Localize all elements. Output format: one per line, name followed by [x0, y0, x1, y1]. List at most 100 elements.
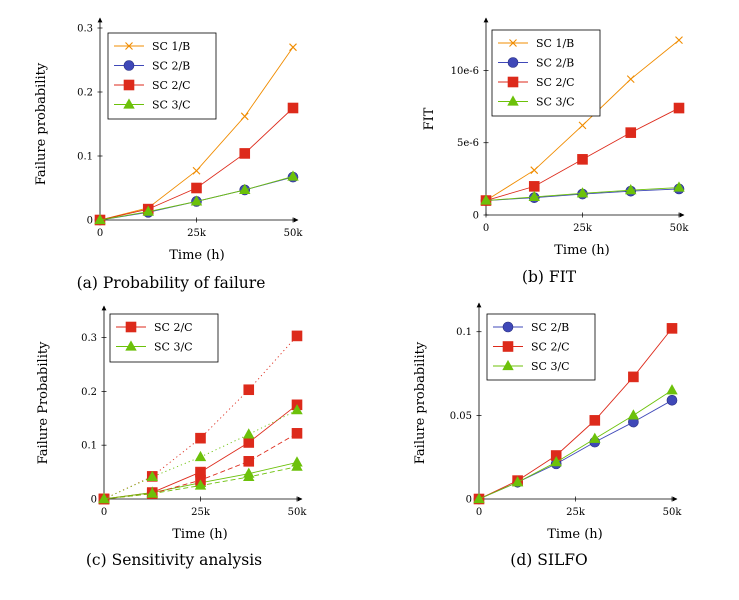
legend-label: SC 2/B — [531, 321, 569, 334]
legend-item: SC 2/C — [493, 341, 570, 354]
y-tick-label: 0 — [466, 495, 472, 506]
data-point — [576, 187, 589, 198]
data-point — [239, 183, 251, 195]
x-tick-label: 50k — [288, 507, 308, 518]
series-sc-3-c — [480, 181, 685, 205]
legend-label: SC 2/C — [152, 79, 191, 92]
y-tick-label: 0 — [91, 495, 97, 506]
series-sc-3-c — [473, 384, 678, 504]
legend-item: SC 2/C — [114, 79, 191, 92]
x-tick-label: 0 — [97, 228, 103, 239]
data-point — [673, 102, 685, 114]
legend-label: SC 1/B — [152, 40, 190, 53]
data-point — [289, 43, 297, 52]
legend-item: SC 3/C — [116, 340, 193, 354]
data-point — [146, 487, 158, 498]
series-variant-5 — [98, 460, 303, 504]
data-point — [625, 127, 637, 138]
data-point — [528, 181, 540, 192]
x-tick-label: 50k — [663, 507, 683, 518]
legend: SC 2/C SC 3/C — [109, 313, 219, 363]
x-tick-label: 0 — [101, 507, 107, 518]
legend-item: SC 1/B — [498, 37, 574, 50]
legend-label: SC 2/C — [154, 321, 193, 334]
legend-marker — [507, 57, 519, 68]
legend-marker — [507, 76, 519, 88]
data-point — [243, 437, 255, 448]
legend-item: SC 2/B — [114, 60, 190, 73]
data-point — [195, 432, 206, 444]
data-point — [243, 470, 255, 482]
data-point — [628, 371, 639, 383]
data-point — [578, 121, 587, 130]
data-point — [191, 182, 202, 194]
data-point — [142, 205, 154, 216]
legend-label: SC 3/C — [531, 360, 570, 373]
x-tick-label: 25k — [573, 223, 593, 234]
legend: SC 1/B SC 2/B SC 2/C SC 3/C — [107, 32, 217, 120]
data-point — [243, 428, 255, 439]
data-point — [243, 456, 255, 467]
data-point — [625, 184, 637, 195]
y-tick-label: 0.3 — [81, 333, 97, 344]
data-point — [243, 384, 255, 396]
y-tick-label: 0.1 — [77, 152, 93, 163]
data-point — [480, 194, 492, 205]
chart-panel-a: 0 0.1 0.2 0.3 0 25k 50k Failure probability Time… — [34, 17, 303, 292]
data-point — [98, 492, 110, 504]
data-point — [577, 154, 588, 165]
data-point — [530, 166, 539, 175]
legend-label: SC 2/B — [152, 60, 190, 73]
x-tick-label: 25k — [191, 507, 211, 518]
legend-label: SC 2/C — [536, 76, 575, 89]
legend-marker — [507, 95, 519, 106]
legend-marker — [502, 359, 514, 371]
data-point — [291, 460, 303, 471]
y-tick-label: 0.3 — [77, 24, 93, 35]
data-point — [550, 456, 562, 467]
data-point — [194, 450, 207, 462]
x-tick-label: 25k — [566, 507, 586, 518]
legend-item: SC 2/C — [116, 321, 193, 334]
legend: SC 2/B SC 2/C SC 3/C — [486, 313, 596, 381]
y-tick-label: 0.05 — [450, 411, 472, 422]
legend-item: SC 1/B — [114, 40, 190, 53]
legend-marker — [123, 79, 135, 91]
series-variant-4 — [98, 404, 303, 504]
y-tick-label: 5e-6 — [457, 138, 479, 149]
legend-item: SC 3/C — [498, 95, 575, 109]
chart-caption: (a) Probability of failure — [77, 274, 266, 292]
data-point — [589, 432, 601, 443]
x-axis-label: Time (h) — [554, 243, 610, 258]
data-point — [528, 190, 540, 202]
chart-caption: (b) FIT — [522, 268, 577, 286]
data-point — [666, 323, 678, 334]
x-tick-label: 0 — [476, 507, 482, 518]
y-axis-label: Failure Probability — [36, 341, 51, 464]
x-axis-label: Time (h) — [547, 527, 603, 542]
legend-marker — [123, 98, 135, 109]
data-point — [291, 428, 303, 439]
legend-marker — [125, 42, 133, 50]
data-point — [666, 395, 678, 406]
chart-panel-b: 0 5e-6 10e-6 0 25k 50k FIT Time (h) SC 1/B SC 2/B… — [422, 17, 689, 286]
y-tick-label: 0.1 — [456, 327, 472, 338]
y-axis-label: Failure probability — [34, 62, 49, 185]
legend-label: SC 3/C — [154, 341, 193, 354]
legend-item: SC 3/C — [114, 98, 191, 112]
chart-panel-c: 0 0.1 0.2 0.3 0 25k 50k Failure Probability Time… — [36, 305, 308, 569]
legend-marker — [502, 341, 514, 352]
data-point — [627, 409, 640, 420]
series-line — [478, 389, 673, 500]
x-tick-label: 0 — [483, 223, 489, 234]
y-tick-label: 0.2 — [81, 387, 97, 398]
data-point — [291, 404, 303, 415]
data-point — [291, 330, 303, 342]
legend-marker — [502, 321, 514, 333]
y-tick-label: 0 — [87, 216, 93, 227]
x-tick-label: 25k — [187, 228, 207, 239]
data-point — [190, 195, 203, 206]
x-axis-label: Time (h) — [169, 248, 225, 263]
legend-label: SC 2/C — [531, 341, 570, 354]
chart-caption: (d) SILFO — [510, 551, 587, 569]
